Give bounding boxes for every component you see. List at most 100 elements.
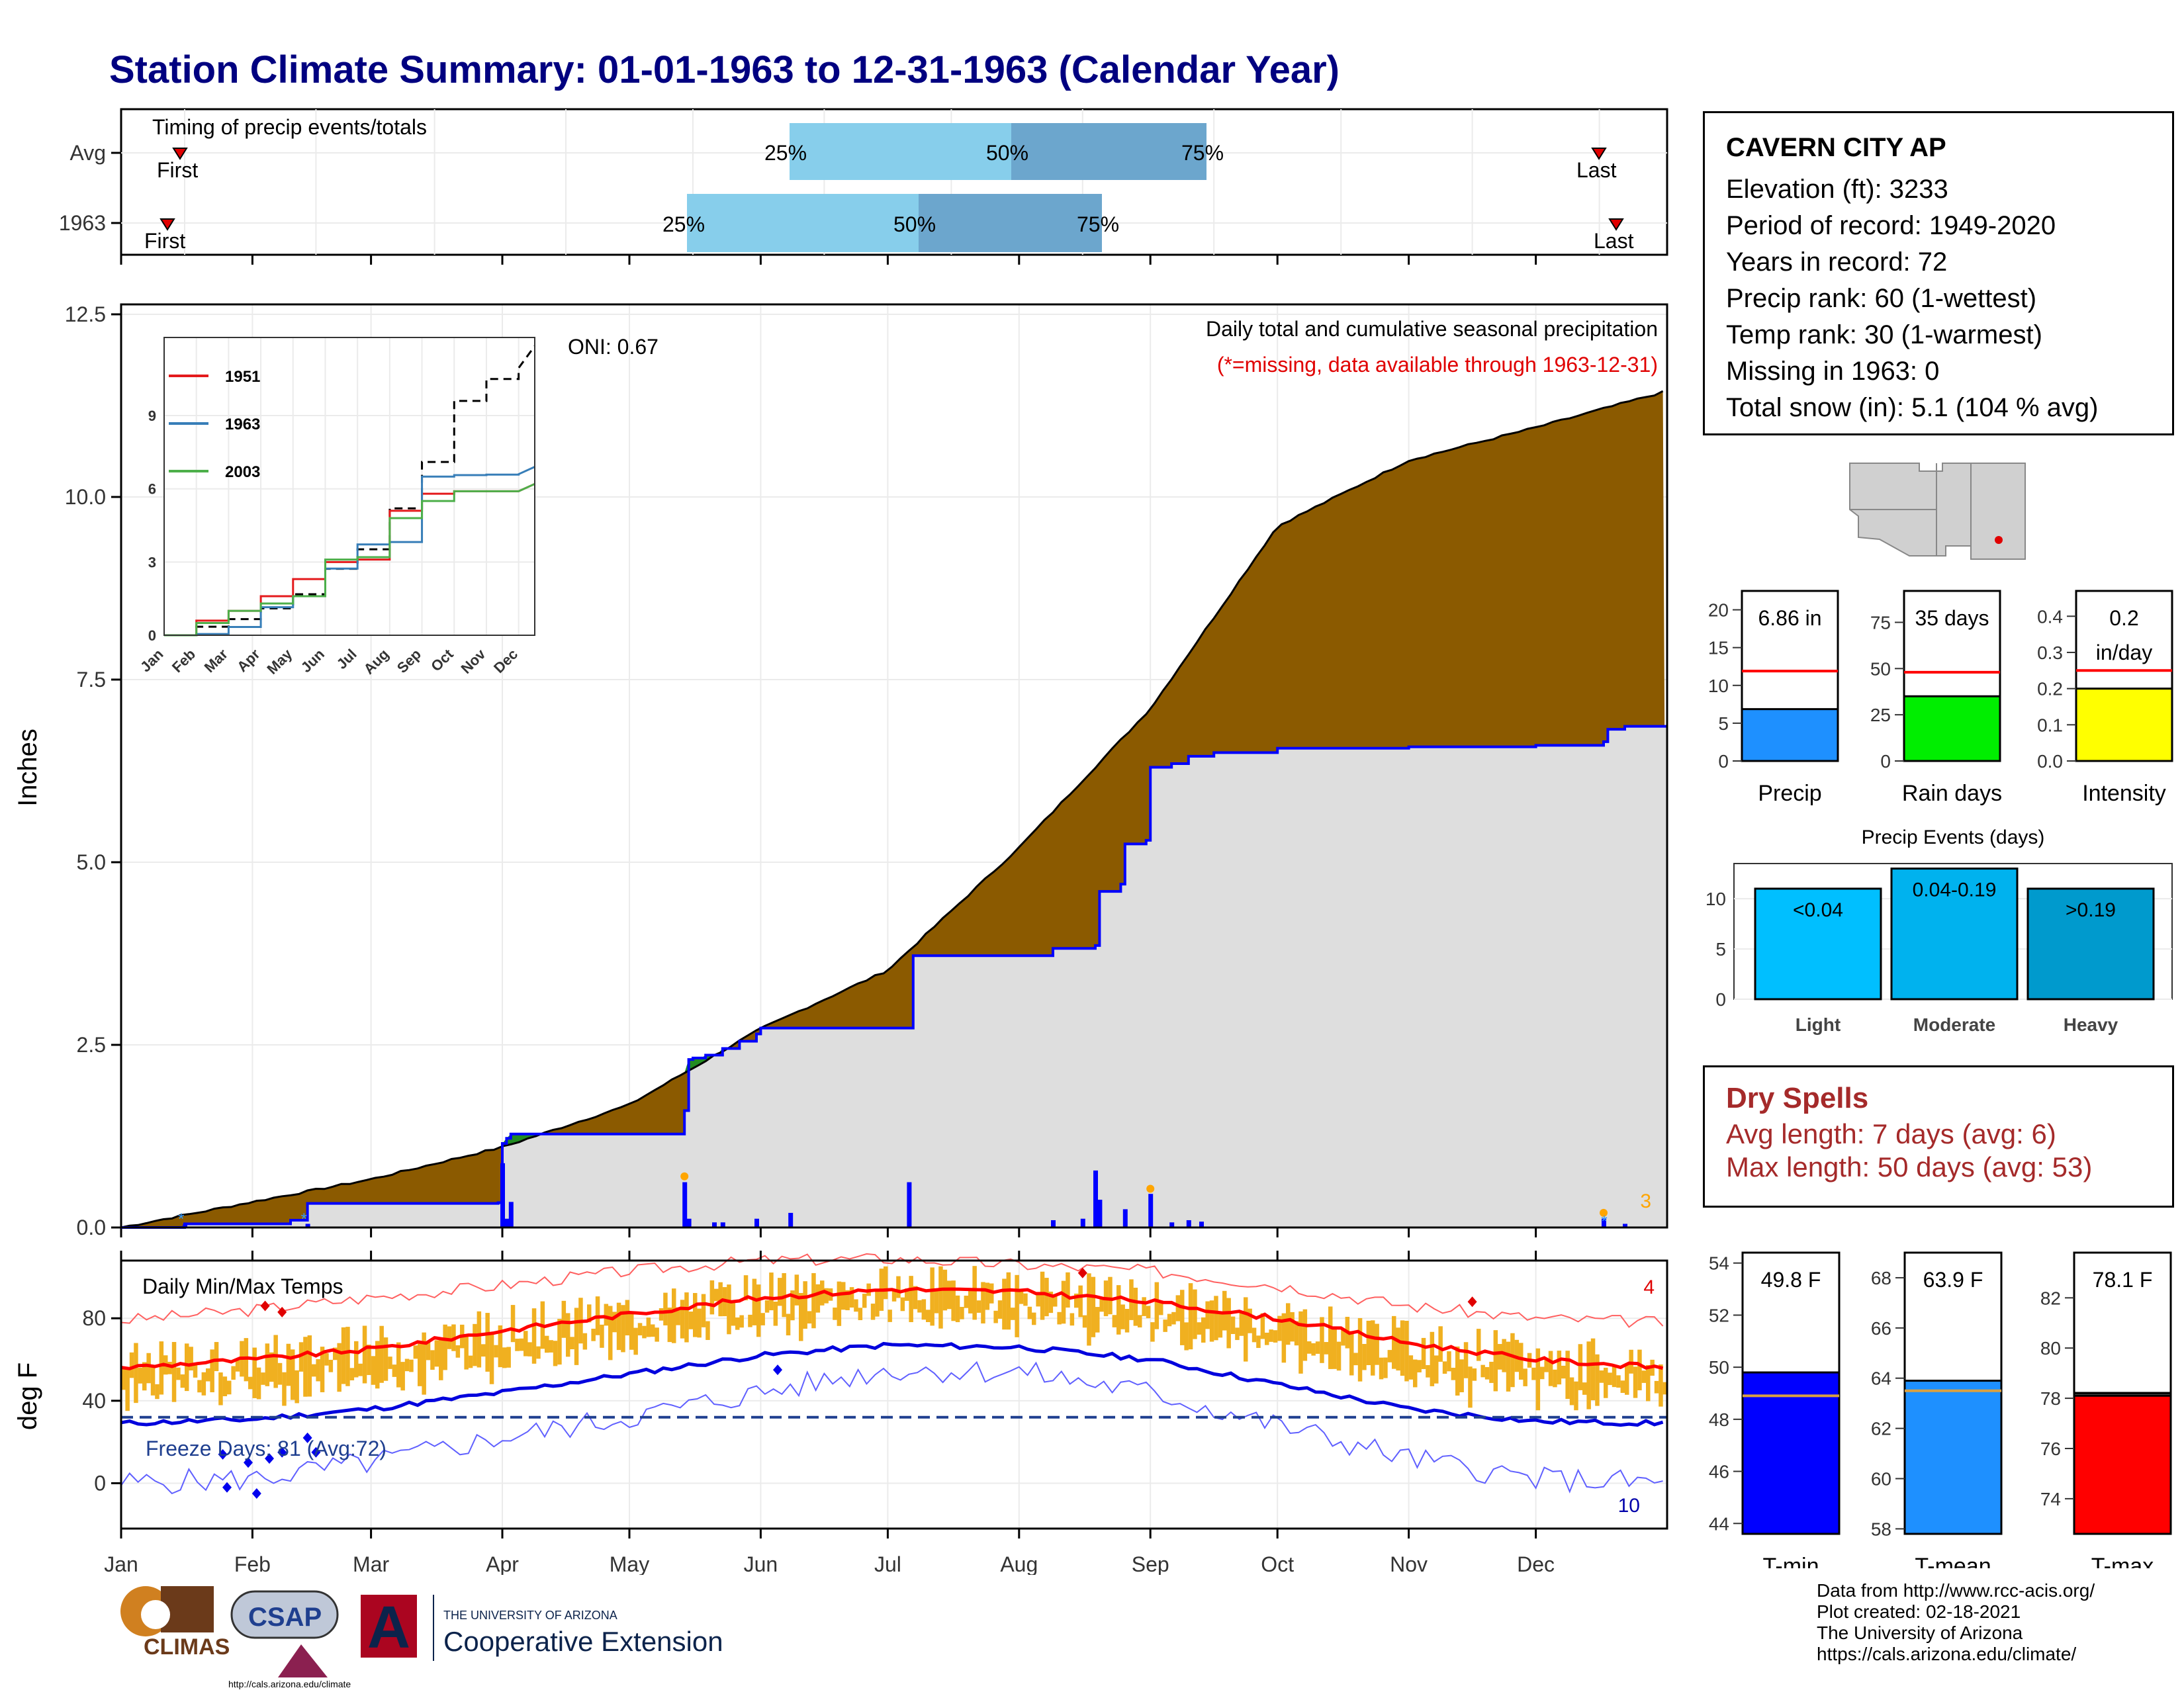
event-bar-text: 0.04-0.19 <box>1913 879 1997 901</box>
daily-temp-bar <box>1175 1295 1181 1321</box>
inset-y-tick: 3 <box>148 554 156 570</box>
climas-logo: CLIMAS <box>120 1586 230 1660</box>
daily-temp-bar <box>731 1301 736 1326</box>
daily-temp-bar <box>913 1286 918 1310</box>
daily-temp-bar <box>1366 1320 1371 1366</box>
daily-temp-bar <box>1498 1344 1502 1370</box>
daily-temp-bar <box>214 1342 219 1372</box>
daily-temp-bar <box>1235 1327 1240 1341</box>
daily-temp-bar <box>1637 1349 1642 1391</box>
daily-temp-bar <box>468 1355 473 1368</box>
daily-temp-bar <box>159 1341 164 1395</box>
cumulative-1963-line <box>121 725 1667 1229</box>
daily-temp-bar <box>277 1362 283 1385</box>
summary-y-tick: 48 <box>1709 1409 1729 1430</box>
station-total-snow: Total snow (in): 5.1 (104 % avg) <box>1726 393 2099 422</box>
daily-temp-bar <box>1311 1343 1316 1356</box>
daily-precip-bar <box>508 1202 514 1227</box>
daily-temp-bar <box>536 1346 541 1359</box>
daily-temp-bar <box>748 1314 752 1327</box>
daily-temp-bar <box>189 1347 193 1371</box>
summary-bar-t-min <box>1741 1371 1841 1535</box>
daily-temp-bar <box>1205 1301 1210 1329</box>
daily-temp-bar <box>684 1292 689 1343</box>
events-y-tick: 5 <box>1715 939 1726 959</box>
daily-temp-bar <box>1112 1315 1117 1327</box>
daily-temp-bar <box>976 1300 981 1313</box>
daily-temp-bar <box>1553 1369 1557 1388</box>
daily-temp-bar <box>1421 1337 1426 1369</box>
summary-y-tick: 0.2 <box>2037 679 2063 699</box>
precip-y-tick-label: 2.5 <box>77 1033 106 1057</box>
precip-y-label: Inches <box>13 729 42 807</box>
daily-temp-bar <box>1315 1341 1320 1354</box>
precip-events-chart: Precip Events (days) 0 5 10 <0.04 Light 0.04-0… <box>1706 826 2173 1035</box>
temp-frame <box>120 1259 1668 1530</box>
daily-precip-bar <box>682 1182 688 1227</box>
summary-y-tick: 20 <box>1708 600 1729 621</box>
summary-y-tick: 78 <box>2040 1388 2061 1409</box>
daily-temp-bar <box>884 1266 888 1300</box>
timing-panel: Timing of precip events/totals 25% 50% 7… <box>59 108 1668 256</box>
daily-temp-bar <box>231 1366 236 1380</box>
daily-temp-bar <box>968 1288 973 1314</box>
summary-y-tick: 0.4 <box>2037 606 2063 627</box>
daily-temp-bar <box>591 1328 596 1341</box>
daily-temp-bar <box>637 1323 643 1336</box>
daily-temp-bar <box>349 1368 355 1380</box>
daily-temp-bar <box>752 1278 757 1325</box>
station-missing: Missing in 1963: 0 <box>1726 357 1940 386</box>
credit-plot-date: Plot created: 02-18-2021 <box>1817 1601 2021 1622</box>
normal-max-line <box>120 1286 1664 1370</box>
daily-temp-bar <box>587 1304 592 1323</box>
daily-temp-bar <box>464 1334 469 1370</box>
daily-temp-bar <box>1519 1343 1524 1380</box>
daily-temp-bar <box>909 1276 913 1323</box>
daily-precip-bars: * * * <box>178 1163 1627 1230</box>
daily-temp-bar <box>324 1353 329 1366</box>
daily-temp-bar <box>1298 1311 1303 1374</box>
daily-temp-bar <box>481 1344 486 1357</box>
daily-temp-bar <box>604 1304 609 1326</box>
daily-temp-bar <box>1074 1293 1079 1308</box>
daily-temp-bar <box>807 1311 812 1324</box>
daily-temp-bar <box>1069 1313 1075 1326</box>
daily-temp-bar <box>845 1290 850 1311</box>
daily-temp-bar <box>1066 1272 1070 1308</box>
daily-temp-bar <box>1197 1322 1202 1335</box>
daily-temp-bar <box>629 1314 634 1350</box>
daily-temp-bar <box>566 1313 570 1357</box>
record-min-line <box>120 1360 1663 1495</box>
station-elevation: Elevation (ft): 3233 <box>1726 175 1948 204</box>
daily-temp-bar <box>1502 1339 1506 1372</box>
daily-temp-bar <box>477 1311 482 1368</box>
daily-temp-bar <box>1510 1333 1515 1388</box>
daily-temp-bar <box>938 1266 943 1329</box>
daily-temp-bar <box>1180 1290 1185 1345</box>
daily-temp-bar <box>1383 1357 1388 1378</box>
daily-temp-bar <box>833 1308 837 1320</box>
daily-temp-bar <box>1154 1282 1160 1329</box>
daily-temp-bar <box>248 1376 253 1390</box>
daily-temp-bar <box>553 1341 558 1366</box>
daily-temp-bar <box>887 1310 892 1322</box>
daily-temp-bar <box>1659 1364 1663 1407</box>
daily-temp-bar <box>303 1337 308 1397</box>
daily-temp-bar <box>1120 1304 1125 1329</box>
daily-temp-bar <box>815 1284 821 1313</box>
daily-temp-bar <box>1108 1276 1113 1315</box>
daily-temp-bar <box>256 1367 261 1400</box>
daily-temp-bar <box>739 1315 744 1328</box>
month-tick-label: Aug <box>1000 1552 1038 1575</box>
daily-temp-bar <box>633 1327 638 1355</box>
daily-temp-bar <box>1616 1375 1621 1388</box>
daily-temp-bar <box>625 1300 630 1336</box>
daily-temp-bar <box>989 1283 994 1304</box>
daily-temp-bar <box>1324 1342 1329 1355</box>
daily-temp-bar <box>1015 1274 1019 1337</box>
daily-temp-bar <box>1408 1355 1414 1380</box>
daily-temp-bar <box>1032 1312 1036 1325</box>
daily-temp-bar <box>510 1305 516 1343</box>
summary-y-tick: 82 <box>2040 1288 2061 1308</box>
daily-temp-bar <box>1214 1296 1218 1341</box>
